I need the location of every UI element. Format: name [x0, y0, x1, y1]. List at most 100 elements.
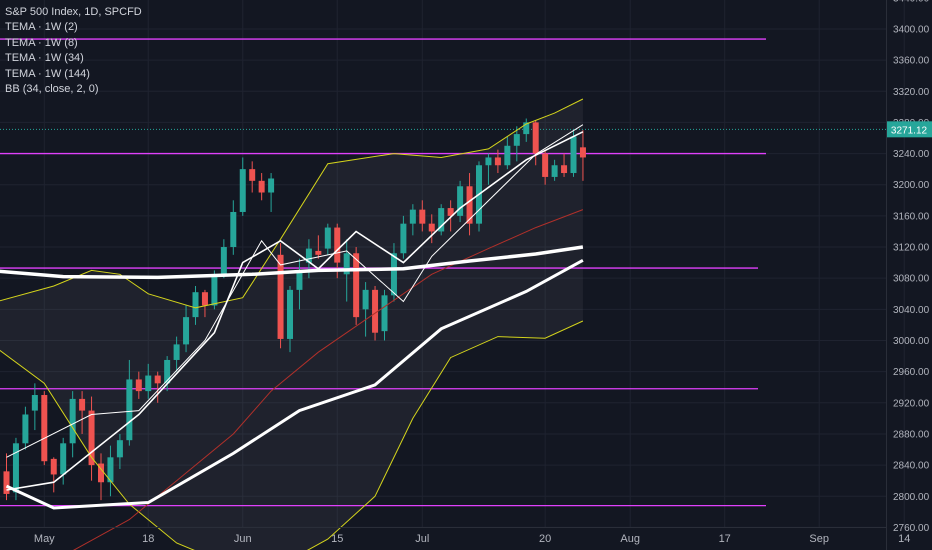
candle-body [277, 254, 284, 339]
candle-body [60, 443, 67, 475]
y-tick-label: 3320.00 [893, 87, 930, 98]
price-label: 3271.12 [891, 125, 928, 136]
candle-body [409, 209, 416, 224]
candle-body [551, 165, 558, 177]
candle-body [504, 145, 511, 166]
candle-body [88, 410, 95, 466]
candle-body [428, 223, 435, 232]
candle-body [164, 359, 171, 384]
candle-body [116, 440, 123, 458]
y-tick-label: 2840.00 [893, 461, 930, 472]
candle-body [372, 289, 379, 333]
x-tick-label: Aug [620, 533, 640, 545]
y-tick-label: 3400.00 [893, 24, 930, 35]
candle-body [532, 122, 539, 154]
legend-tema-34[interactable]: TEMA · 1W (34) [5, 52, 84, 65]
legend-bb[interactable]: BB (34, close, 2, 0) [5, 83, 99, 96]
candle-body [287, 289, 293, 339]
y-tick-label: 3120.00 [893, 243, 930, 254]
y-tick-label: 2960.00 [893, 367, 930, 378]
candle-body [390, 253, 397, 296]
x-tick-label: Jul [415, 533, 429, 545]
x-tick-label: 14 [898, 533, 910, 545]
candle-body [305, 248, 312, 263]
candle-body [135, 379, 142, 392]
candle-body [3, 471, 10, 494]
candle-body [98, 463, 104, 483]
candle-body [400, 223, 407, 254]
candle-body [466, 186, 473, 224]
candle-body [343, 253, 350, 275]
price-label-box [887, 121, 932, 138]
y-tick-label: 3160.00 [893, 211, 930, 222]
y-tick-label: 3200.00 [893, 180, 930, 191]
tema-8-line [6, 131, 584, 491]
candle-body [201, 292, 208, 306]
bb-upper-line [0, 98, 584, 309]
legend-tema-2[interactable]: TEMA · 1W (2) [5, 21, 78, 34]
tema-34-line [5, 258, 584, 510]
candle-body [561, 165, 568, 174]
legend-tema-8[interactable]: TEMA · 1W (8) [5, 36, 78, 49]
x-tick-label: 17 [719, 533, 731, 545]
candle-body [107, 457, 114, 483]
candle-body [192, 292, 199, 318]
candle-body [523, 122, 530, 135]
candle-body [268, 178, 275, 193]
y-tick-label: 3040.00 [893, 305, 930, 316]
candle-body [79, 398, 86, 411]
candle-body [173, 344, 180, 360]
x-tick-label: 15 [331, 533, 343, 545]
y-tick-label: 3440.00 [893, 0, 930, 4]
candle-body [50, 458, 57, 475]
legend: S&P 500 Index, 1D, SPCFD TEMA · 1W (2) T… [5, 5, 142, 97]
candle-body [249, 169, 256, 181]
candle-body [353, 253, 360, 318]
y-tick-label: 3240.00 [893, 149, 930, 160]
candle-body [570, 136, 577, 174]
candle-body [419, 209, 426, 224]
candle-body [485, 157, 492, 166]
candle-body [457, 186, 464, 216]
y-tick-label: 2920.00 [893, 398, 930, 409]
candle-body [220, 247, 227, 275]
candle-body [362, 289, 369, 310]
candle-body [41, 395, 48, 462]
y-tick-label: 2760.00 [893, 523, 930, 534]
y-tick-label: 3000.00 [893, 336, 930, 347]
x-tick-label: 20 [539, 533, 551, 545]
candle-body [296, 271, 303, 290]
legend-tema-144[interactable]: TEMA · 1W (144) [5, 67, 90, 80]
candle-body [183, 317, 190, 345]
candle-body [324, 227, 331, 249]
y-tick-label: 2800.00 [893, 492, 930, 503]
y-tick-label: 3080.00 [893, 274, 930, 285]
candle-body [239, 169, 246, 212]
candle-body [334, 227, 341, 263]
candle-body [542, 153, 549, 177]
tema-2-line [6, 124, 584, 458]
candle-body [494, 157, 501, 166]
candle-body [69, 398, 76, 444]
candle-body [12, 443, 19, 493]
candle-body [315, 250, 322, 255]
x-tick-label: Sep [809, 533, 829, 545]
legend-title[interactable]: S&P 500 Index, 1D, SPCFD [5, 6, 142, 18]
candle-body [154, 375, 161, 384]
x-tick-label: May [34, 533, 55, 545]
candle-body [145, 375, 152, 392]
y-tick-label: 3360.00 [893, 56, 930, 67]
candle-body [230, 211, 237, 248]
candle-body [211, 274, 218, 306]
candle-body [381, 295, 388, 332]
bb-lower-line [0, 320, 584, 550]
indicator-lines [0, 98, 584, 550]
candle-body [438, 208, 445, 232]
candle-body [513, 134, 520, 146]
tema-144-line [0, 245, 584, 280]
candle-body [22, 414, 29, 444]
y-tick-label: 2880.00 [893, 429, 930, 440]
